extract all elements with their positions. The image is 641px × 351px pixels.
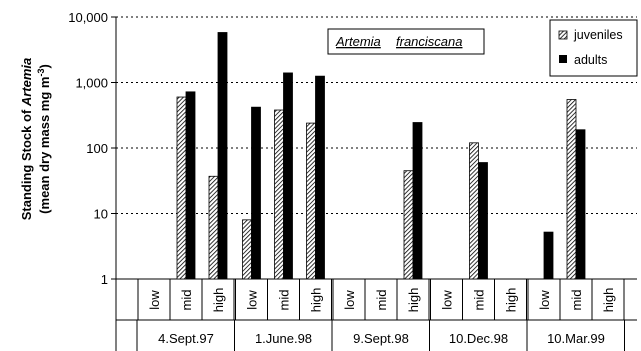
x-date-label: 4.Sept.97 — [158, 331, 214, 346]
x-level-label: mid — [569, 290, 584, 311]
legend: juveniles adults — [549, 19, 638, 77]
x-level-label: low — [537, 290, 552, 310]
bar-adults-9.Sept.98-high — [412, 122, 423, 280]
y-tick-label: 1 — [101, 272, 108, 287]
y-axis-label-line1: Standing Stock of Artemia — [19, 58, 34, 221]
y-tick-labels: 1 10 100 1,000 10,000 — [68, 10, 116, 287]
bar-juveniles-10.Dec.98-mid — [469, 142, 479, 280]
bar-juveniles-1.June.98-mid — [274, 109, 284, 280]
annotation-word1: Artemia — [335, 34, 381, 49]
x-date-label: 1.June.98 — [255, 331, 312, 346]
x-level-label: mid — [277, 290, 292, 311]
bar-adults-1.June.98-low — [251, 106, 261, 280]
x-level-label: low — [440, 290, 455, 310]
y-tick-label: 10 — [94, 207, 108, 222]
x-level-label: high — [309, 288, 324, 313]
bar-juveniles-9.Sept.98-high — [403, 170, 414, 280]
annotation-word2: franciscana — [396, 34, 462, 49]
x-date-label: 9.Sept.98 — [353, 331, 409, 346]
bar-juveniles-10.Mar.99-mid — [566, 99, 577, 280]
grid-lines — [116, 16, 637, 214]
bar-adults-10.Mar.99-low — [543, 231, 554, 280]
x-level-label: high — [504, 288, 519, 313]
bar-juveniles-1.June.98-low — [242, 219, 252, 280]
legend-swatch-adults — [559, 55, 567, 63]
x-level-label: low — [342, 290, 357, 310]
species-annotation: Artemia franciscana — [327, 28, 485, 55]
bar-juveniles-4.Sept.97-mid — [176, 96, 187, 280]
bar-adults-1.June.98-mid — [283, 72, 293, 280]
y-axis-label-line2: (mean dry mass mg m-3) — [36, 64, 52, 214]
bar-juveniles-4.Sept.97-high — [208, 175, 219, 280]
bar-juveniles-1.June.98-high — [306, 122, 316, 280]
x-level-label: low — [245, 290, 260, 310]
x-level-label: low — [147, 290, 162, 310]
x-level-label: high — [406, 288, 421, 313]
x-date-label: 10.Mar.99 — [547, 331, 605, 346]
bars — [176, 32, 586, 280]
legend-label-adults: adults — [574, 53, 607, 67]
x-level-label: mid — [374, 290, 389, 311]
bar-adults-1.June.98-high — [315, 75, 325, 280]
x-axis: low mid high 4.Sept.97 low mid high 1.June.98 lo… — [116, 279, 637, 351]
x-level-label: mid — [472, 290, 487, 311]
x-date-label: 10.Dec.98 — [449, 331, 508, 346]
x-level-label: high — [601, 288, 616, 313]
bar-adults-10.Dec.98-mid — [478, 162, 488, 280]
bar-adults-10.Mar.99-mid — [575, 129, 586, 280]
legend-label-juveniles: juveniles — [573, 28, 623, 42]
x-level-label: high — [211, 288, 226, 313]
x-level-label: mid — [179, 290, 194, 311]
bar-adults-4.Sept.97-mid — [185, 91, 196, 280]
y-tick-label: 100 — [86, 141, 108, 156]
y-tick-label: 10,000 — [68, 10, 108, 25]
y-tick-label: 1,000 — [75, 76, 108, 91]
bar-adults-4.Sept.97-high — [217, 32, 228, 280]
legend-swatch-juveniles — [558, 30, 568, 40]
